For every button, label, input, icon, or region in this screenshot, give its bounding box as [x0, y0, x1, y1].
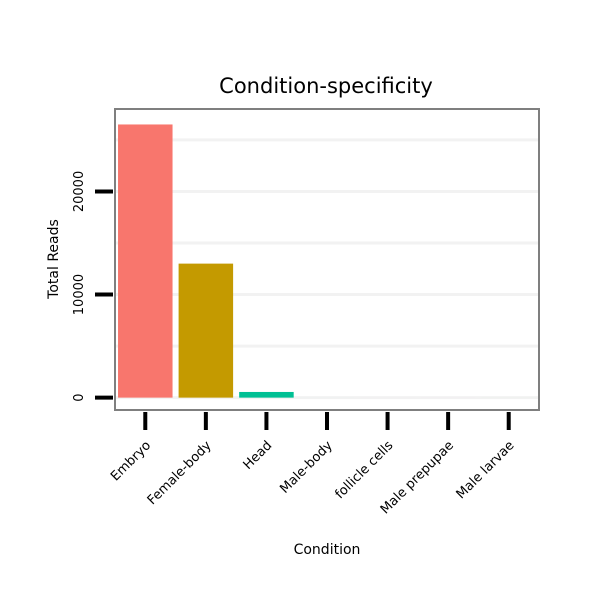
x-axis-label: Condition [294, 542, 361, 558]
y-tick-label: 0 [72, 393, 87, 401]
bar [118, 124, 173, 398]
bars [118, 124, 536, 398]
chart-title: Condition-specificity [219, 74, 433, 98]
y-tick-label: 20000 [72, 171, 87, 212]
x-tick-label: Embryo [108, 438, 154, 484]
x-tick-label: Male larvae [454, 438, 518, 502]
bar [239, 391, 294, 398]
x-tick-label: Female-body [145, 438, 215, 508]
x-tick-label: follicle cells [332, 438, 396, 502]
y-axis-ticks: 0 10000 20000 [72, 171, 113, 402]
x-tick-label: Male-body [277, 438, 336, 497]
plot-panel [114, 108, 540, 411]
bar [178, 263, 234, 398]
y-axis-label: Total Reads [46, 219, 62, 300]
y-tick-label: 10000 [72, 274, 87, 315]
x-tick-label: Head [241, 438, 276, 473]
